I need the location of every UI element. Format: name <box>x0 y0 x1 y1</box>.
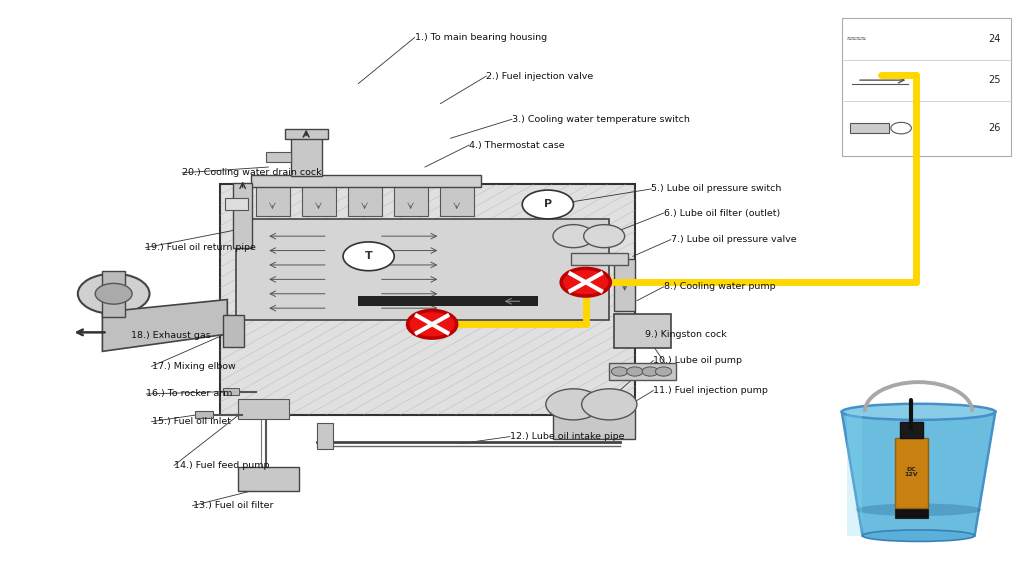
Text: 18.) Exhaust gas: 18.) Exhaust gas <box>131 331 211 340</box>
Text: 26: 26 <box>988 123 1000 133</box>
Bar <box>903 438 905 507</box>
Bar <box>251 175 481 187</box>
Bar <box>348 184 382 216</box>
Circle shape <box>561 268 610 296</box>
Text: 25: 25 <box>988 75 1000 85</box>
Bar <box>900 422 923 438</box>
Bar <box>256 184 290 216</box>
Text: 15.) Fuel oil inlet: 15.) Fuel oil inlet <box>152 417 230 426</box>
Bar <box>895 438 897 507</box>
Text: 6.) Lube oil filter (outlet): 6.) Lube oil filter (outlet) <box>664 209 780 218</box>
Bar <box>285 129 328 139</box>
Circle shape <box>522 190 573 219</box>
Bar <box>317 423 333 449</box>
Text: 13.) Fuel oil filter: 13.) Fuel oil filter <box>193 501 273 510</box>
Text: 4.) Thermostat case: 4.) Thermostat case <box>469 141 564 150</box>
Bar <box>553 410 635 439</box>
Bar <box>909 438 911 507</box>
Text: 9.) Kingston cock: 9.) Kingston cock <box>645 329 727 339</box>
Text: 20.) Cooling water drain cock: 20.) Cooling water drain cock <box>182 168 322 177</box>
Bar <box>614 259 635 311</box>
Bar <box>907 438 909 507</box>
Bar <box>195 411 213 418</box>
Bar <box>897 438 899 507</box>
Text: T: T <box>365 251 373 261</box>
Bar <box>895 507 928 518</box>
Circle shape <box>343 242 394 271</box>
Circle shape <box>546 389 601 420</box>
Text: 5.) Lube oil pressure switch: 5.) Lube oil pressure switch <box>651 184 781 194</box>
Bar <box>905 438 907 507</box>
Bar <box>394 184 428 216</box>
Bar <box>440 184 474 216</box>
Text: 1.) To main bearing housing: 1.) To main bearing housing <box>415 33 547 42</box>
Text: 11.) Fuel injection pump: 11.) Fuel injection pump <box>653 386 768 395</box>
Ellipse shape <box>855 503 981 516</box>
Polygon shape <box>102 300 227 351</box>
Circle shape <box>553 225 594 248</box>
Bar <box>901 438 903 507</box>
Text: 24: 24 <box>988 34 1000 44</box>
Bar <box>238 467 299 491</box>
Text: 8.) Cooling water pump: 8.) Cooling water pump <box>664 282 775 291</box>
Text: P: P <box>544 199 552 209</box>
Bar <box>847 412 862 536</box>
Bar <box>223 388 239 395</box>
Bar <box>895 438 928 507</box>
Text: 2.) Fuel injection valve: 2.) Fuel injection valve <box>486 71 594 81</box>
Circle shape <box>408 310 457 338</box>
Bar <box>266 152 291 162</box>
Circle shape <box>582 389 637 420</box>
Circle shape <box>655 367 672 376</box>
Text: ≈≈≈≈: ≈≈≈≈ <box>847 35 867 44</box>
Circle shape <box>627 367 643 376</box>
Circle shape <box>584 225 625 248</box>
Bar <box>233 183 252 248</box>
Bar <box>842 18 1011 156</box>
Text: 14.) Fuel feed pump: 14.) Fuel feed pump <box>174 461 269 470</box>
Bar <box>236 219 609 320</box>
Text: 7.) Lube oil pressure valve: 7.) Lube oil pressure valve <box>671 235 797 244</box>
Text: 12.) Lube oil intake pipe: 12.) Lube oil intake pipe <box>510 432 625 441</box>
Circle shape <box>78 274 150 314</box>
Polygon shape <box>842 412 995 536</box>
Bar <box>609 363 676 380</box>
Ellipse shape <box>842 404 995 420</box>
Circle shape <box>611 367 628 376</box>
Circle shape <box>891 122 911 134</box>
Text: 3.) Cooling water temperature switch: 3.) Cooling water temperature switch <box>512 115 690 124</box>
Text: 19.) Fuel oil return pipe: 19.) Fuel oil return pipe <box>145 243 256 252</box>
Bar <box>302 184 336 216</box>
Bar <box>571 253 628 265</box>
Circle shape <box>95 283 132 304</box>
Bar <box>850 123 889 132</box>
Text: DC
12V: DC 12V <box>904 467 919 478</box>
Text: 17.) Mixing elbow: 17.) Mixing elbow <box>152 362 236 371</box>
Bar <box>614 314 671 348</box>
Bar <box>238 399 289 419</box>
Bar <box>899 438 901 507</box>
Bar <box>220 184 635 415</box>
Ellipse shape <box>862 530 975 541</box>
Bar <box>291 135 322 176</box>
Bar <box>223 315 244 347</box>
Text: 10.) Lube oil pump: 10.) Lube oil pump <box>653 356 742 365</box>
Circle shape <box>642 367 658 376</box>
Bar <box>358 296 538 306</box>
Bar <box>225 198 248 210</box>
Text: 16.) To rocker arm: 16.) To rocker arm <box>146 389 232 399</box>
Bar <box>102 271 125 317</box>
